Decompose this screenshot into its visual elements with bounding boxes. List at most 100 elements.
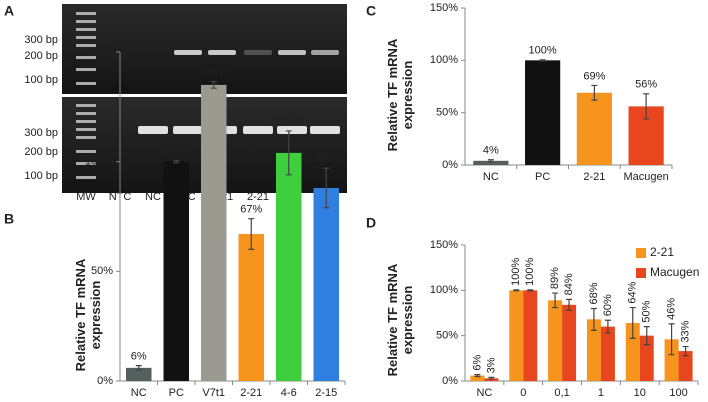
value-label: 46% — [665, 298, 677, 320]
ladder-band — [76, 120, 96, 123]
ladder-band — [76, 104, 96, 107]
gel-band — [244, 50, 272, 55]
error-bar — [668, 323, 675, 356]
value-label: 135% — [200, 67, 228, 79]
value-label: 100% — [162, 145, 190, 157]
bar — [562, 304, 577, 381]
y-tick-label: 50% — [436, 107, 458, 119]
panel-label: C — [366, 3, 376, 19]
x-tick-label: 4-6 — [281, 387, 297, 399]
bar — [678, 351, 693, 381]
bar — [473, 160, 509, 165]
bar — [126, 367, 152, 381]
value-label: 84% — [563, 273, 575, 295]
error-bar — [135, 365, 142, 371]
bar — [313, 187, 339, 381]
value-label: 88% — [315, 153, 337, 165]
ladder-band — [76, 136, 96, 139]
legend-swatch — [636, 248, 646, 258]
y-tick-label: 100% — [430, 54, 458, 66]
y-tick-label: 0% — [442, 375, 458, 387]
x-tick-label: 0 — [520, 387, 526, 399]
value-label: 69% — [583, 70, 605, 82]
x-tick-label: 2-21 — [240, 387, 262, 399]
x-tick-label: 0,1 — [554, 387, 569, 399]
x-tick-label: PC — [535, 171, 550, 183]
y-tick-label: 100% — [85, 156, 113, 168]
ladder-band — [76, 82, 96, 85]
error-bar — [643, 93, 650, 120]
bar — [525, 60, 561, 166]
y-tick-label: 0% — [442, 159, 458, 171]
legend-swatch — [636, 268, 646, 278]
y-axis-label: Relative TF mRNA expression — [385, 38, 415, 152]
lane-label: NC — [145, 191, 161, 203]
error-bar — [643, 326, 650, 346]
value-label: 100% — [510, 258, 522, 286]
error-bar — [590, 307, 597, 331]
legend-label: 2-21 — [650, 245, 674, 259]
panel-label: A — [4, 3, 14, 19]
ladder-band — [76, 162, 96, 165]
gel-band — [138, 126, 168, 134]
value-label: 4% — [483, 145, 499, 157]
legend-label: Macugen — [650, 265, 699, 279]
bar — [664, 339, 679, 381]
ladder-band — [76, 36, 96, 39]
bar — [586, 319, 601, 381]
bar — [576, 92, 612, 165]
ladder-band — [76, 28, 96, 31]
gel-band — [208, 50, 236, 55]
x-tick-label: 2-21 — [583, 171, 605, 183]
value-label: 64% — [627, 281, 639, 303]
error-bar — [604, 319, 611, 334]
ladder-band — [76, 128, 96, 131]
bar — [163, 161, 189, 381]
x-tick-label: NC — [476, 387, 492, 399]
bar — [238, 234, 264, 381]
error-bar — [285, 130, 292, 176]
y-tick-label: 150% — [85, 46, 113, 58]
y-tick-label: 0% — [97, 375, 113, 387]
x-tick-label: 2-15 — [315, 387, 337, 399]
ladder-band — [76, 56, 96, 59]
value-label: 68% — [588, 282, 600, 304]
x-tick-label: 1 — [598, 387, 604, 399]
y-tick-label: 50% — [91, 265, 113, 277]
gel-band — [278, 50, 306, 55]
bar — [548, 300, 563, 381]
value-label: 67% — [240, 204, 262, 216]
error-bar — [552, 292, 559, 309]
x-tick-label: Macugen — [623, 171, 668, 183]
error-bar — [591, 84, 598, 101]
error-bar — [173, 159, 180, 164]
value-label: 100% — [524, 258, 536, 286]
ladder-band — [76, 68, 96, 71]
value-label: 56% — [635, 79, 657, 91]
panel-label: D — [366, 215, 376, 231]
panel-label: B — [4, 211, 14, 227]
x-tick-label: NC — [483, 171, 499, 183]
y-axis-label: Relative TF mRNA expression — [385, 263, 415, 377]
bar — [625, 322, 640, 381]
error-bar — [527, 289, 534, 292]
error-bar — [474, 374, 481, 378]
value-label: 3% — [485, 357, 497, 373]
x-tick-label: 100 — [669, 387, 687, 399]
value-label: 6% — [471, 355, 483, 371]
lane-label: 2-21 — [247, 191, 269, 203]
marker-label: 200 bp — [24, 146, 58, 158]
bar — [509, 290, 524, 381]
marker-label: 200 bp — [24, 50, 58, 62]
ladder-band — [76, 44, 96, 47]
marker-label: 300 bp — [24, 34, 58, 46]
x-tick-label: 10 — [634, 387, 646, 399]
bar — [600, 326, 615, 381]
marker-label: 100 bp — [24, 74, 58, 86]
error-bar — [566, 298, 573, 311]
error-bar — [539, 59, 546, 62]
error-bar — [248, 218, 255, 250]
ladder-band — [76, 176, 96, 179]
x-tick-label: PC — [169, 387, 184, 399]
